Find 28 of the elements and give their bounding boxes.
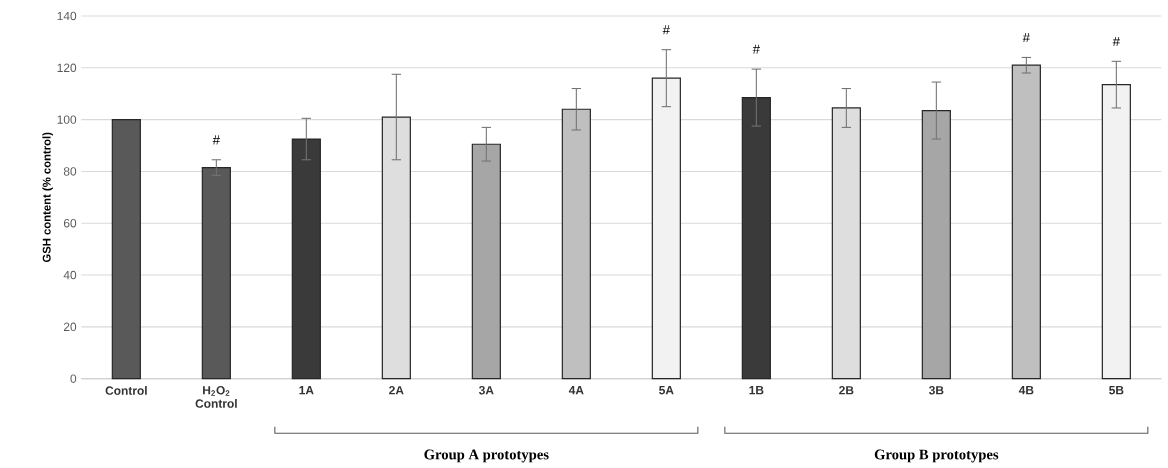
y-tick-label: 0 (70, 374, 77, 383)
x-tick-label: 1A (299, 386, 314, 395)
x-tick-label: 3B (928, 386, 944, 395)
y-tick-label: 100 (57, 115, 77, 124)
x-tick-label: 4B (1018, 386, 1034, 395)
y-tick-label: 20 (63, 322, 77, 332)
x-tick-label: 2B (839, 386, 854, 395)
x-tick-label: 5A (659, 386, 674, 395)
annotation: # (1112, 36, 1120, 46)
x-tick-label: 4A (568, 386, 584, 395)
annotation: # (1022, 33, 1030, 43)
text: Group A prototypes (424, 449, 549, 463)
annotation: # (212, 135, 220, 145)
text: Group B prototypes (874, 449, 999, 463)
x-tick-label: 5B (1109, 386, 1124, 395)
x-tick-label: 2A (389, 386, 404, 395)
y-tick-label: 140 (57, 11, 77, 21)
x-tick-label: 3A (478, 386, 494, 395)
x-tick-label: H$_{2}$O$_{2}$ Control (195, 386, 237, 408)
y-tick-label: 60 (63, 219, 77, 228)
annotation: # (752, 44, 760, 54)
y-tick-label: 80 (63, 167, 77, 176)
x-tick-label: Control (105, 386, 147, 395)
y-tick-label: 40 (63, 270, 77, 280)
x-tick-label: 1B (749, 386, 764, 395)
y-tick-label: 120 (57, 63, 77, 73)
annotation: # (662, 25, 670, 35)
y-axis-title: GSH content (% control) (42, 132, 53, 263)
